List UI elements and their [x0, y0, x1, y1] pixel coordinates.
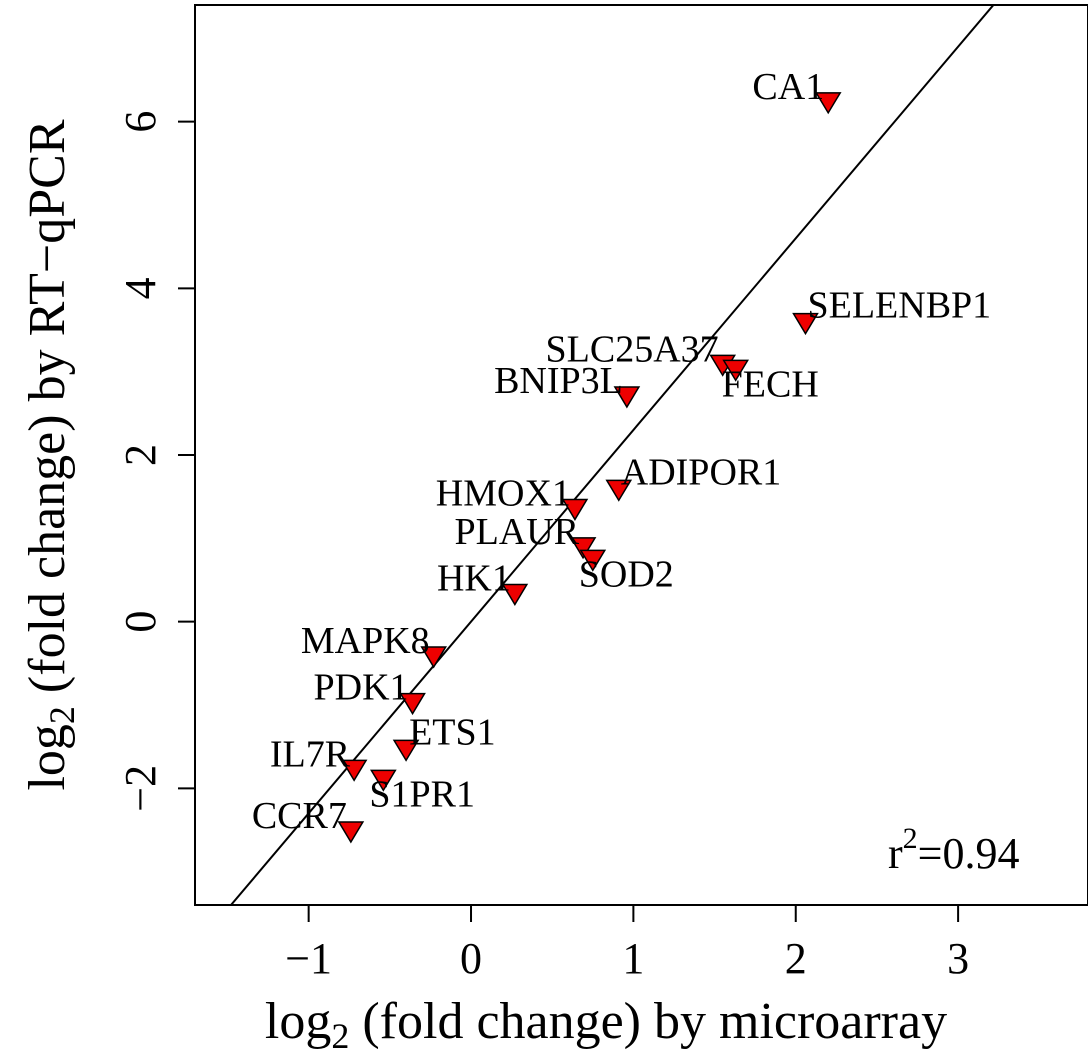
point-marker	[722, 359, 749, 382]
point-marker	[561, 498, 589, 521]
point-marker	[399, 692, 426, 716]
annotation-superscript: 2	[903, 822, 918, 855]
point-label: HK1	[437, 558, 511, 600]
point-marker	[501, 583, 529, 606]
x-tick-label: 3	[947, 934, 969, 983]
point-label: FECH	[722, 363, 819, 405]
x-tick-label: 2	[785, 934, 807, 983]
point-marker	[370, 769, 397, 792]
point-marker	[569, 537, 597, 560]
x-tick-label: 1	[622, 934, 644, 983]
point-label: CA1	[752, 66, 824, 108]
point-label: HMOX1	[436, 473, 571, 515]
y-tick-label: 6	[116, 111, 165, 133]
point-marker	[814, 92, 842, 115]
y-tick-label: −2	[116, 765, 165, 812]
r-squared-annotation: r2=0.94	[888, 822, 1019, 878]
point-marker	[420, 646, 447, 669]
y-tick-label: 4	[116, 277, 165, 299]
annotation-prefix: r	[888, 829, 903, 878]
point-label: SLC25A37	[546, 328, 719, 370]
y-tick-label: 2	[116, 444, 165, 466]
point-marker	[337, 821, 365, 844]
point-label: ETS1	[409, 711, 496, 753]
point-label: ADIPOR1	[621, 451, 781, 493]
point-marker	[340, 759, 368, 782]
point-label: PDK1	[314, 667, 409, 709]
point-marker	[613, 386, 641, 409]
point-label: BNIP3L	[494, 360, 623, 402]
y-tick-label: 0	[116, 611, 165, 633]
point-label: SELENBP1	[807, 285, 991, 327]
point-marker	[792, 312, 819, 336]
point-label: CCR7	[252, 795, 347, 837]
fit-line	[229, 5, 995, 905]
point-label: PLAUR	[454, 511, 579, 553]
point-label: S1PR1	[369, 773, 475, 815]
x-tick-label: −1	[285, 934, 332, 983]
point-label: MAPK8	[301, 620, 430, 662]
point-label: SOD2	[579, 553, 674, 595]
x-tick-label: 0	[460, 934, 482, 983]
annotation-suffix: =0.94	[918, 829, 1020, 878]
point-marker	[605, 479, 633, 502]
point-marker	[579, 549, 607, 572]
point-marker	[392, 739, 420, 762]
x-axis-label: log2 (fold change) by microarray	[265, 993, 947, 1052]
point-label: IL7R	[270, 733, 351, 775]
y-axis-label: log2 (fold change) by RT−qPCR	[19, 119, 82, 790]
